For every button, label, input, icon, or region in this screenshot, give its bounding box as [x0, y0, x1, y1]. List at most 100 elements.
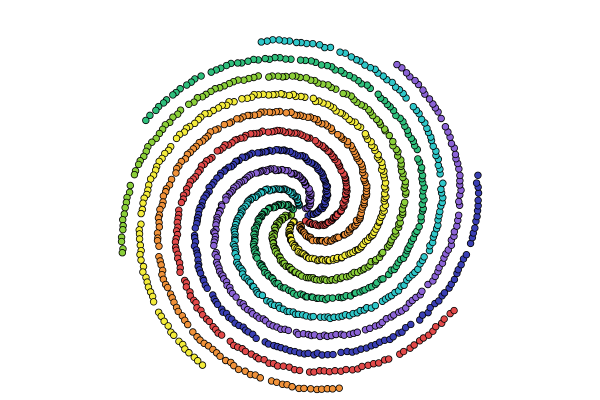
data-point-arm-8	[451, 150, 460, 159]
data-point-arm-8	[393, 60, 401, 69]
data-point-arm-3	[155, 223, 164, 231]
data-point-arm-7	[309, 39, 317, 48]
data-point-arm-6	[414, 155, 422, 163]
data-point-arm-7	[275, 36, 283, 44]
data-point-arm-7	[409, 102, 418, 111]
data-point-arm-6	[261, 54, 269, 63]
data-point-arm-2	[279, 362, 288, 370]
data-point-arm-6	[183, 81, 191, 89]
data-point-arm-3	[300, 384, 308, 393]
data-point-arm-6	[233, 59, 242, 67]
data-point-arm-3	[163, 283, 172, 292]
data-point-arm-3	[256, 374, 264, 382]
data-point-arm-6	[296, 56, 305, 64]
data-point-arm-5	[130, 170, 139, 179]
data-point-arm-1	[474, 196, 482, 205]
data-point-arm-6	[374, 90, 382, 98]
data-point-arm-4	[149, 298, 158, 306]
data-point-arm-2	[295, 366, 304, 375]
data-point-arm-7	[437, 185, 445, 193]
data-point-arm-7	[434, 161, 443, 169]
data-point-arm-7	[292, 38, 301, 47]
data-point-arm-7	[258, 291, 267, 300]
data-point-arm-8	[447, 139, 456, 148]
data-point-arm-8	[353, 328, 362, 336]
data-point-arm-4	[135, 235, 144, 243]
data-point-arm-8	[222, 196, 230, 204]
data-point-arm-1	[474, 171, 482, 179]
data-point-arm-5	[117, 237, 126, 246]
data-point-arm-4	[137, 256, 145, 264]
data-point-arm-5	[121, 204, 129, 212]
data-point-arm-2	[176, 268, 184, 276]
data-point-arm-2	[432, 322, 440, 331]
data-point-arm-5	[401, 198, 409, 206]
data-point-arm-4	[164, 322, 172, 330]
data-point-arm-6	[197, 72, 205, 80]
data-point-arm-3	[233, 115, 241, 123]
data-point-arm-2	[385, 355, 393, 363]
data-point-arm-8	[402, 69, 411, 77]
data-point-arm-7	[371, 301, 380, 310]
data-point-arm-8	[411, 76, 419, 85]
data-point-arm-8	[418, 287, 426, 295]
data-point-arm-1	[191, 224, 199, 232]
data-point-arm-5	[126, 181, 134, 190]
data-point-arm-7	[315, 41, 324, 49]
data-point-arm-2	[217, 331, 226, 339]
data-point-arm-2	[213, 147, 222, 155]
data-point-arm-3	[282, 109, 290, 117]
data-point-arm-3	[241, 367, 249, 375]
data-point-arm-2	[358, 362, 366, 371]
data-point-arm-6	[415, 223, 423, 231]
data-point-arm-3	[335, 384, 343, 392]
data-point-arm-3	[334, 130, 342, 139]
data-point-arm-7	[420, 253, 428, 261]
data-point-arm-8	[437, 114, 445, 123]
data-point-arm-1	[472, 179, 481, 187]
data-point-arm-7	[347, 53, 355, 61]
data-point-arm-1	[462, 251, 471, 259]
data-point-arm-5	[302, 74, 310, 82]
data-point-arm-1	[426, 303, 434, 312]
data-point-arm-5	[389, 137, 397, 146]
data-point-arm-5	[265, 73, 273, 81]
data-point-arm-2	[410, 341, 418, 349]
data-point-arm-8	[284, 326, 293, 335]
data-point-arm-1	[435, 297, 443, 305]
data-point-arm-8	[455, 197, 463, 206]
data-point-arm-3	[288, 383, 296, 391]
data-point-arm-5	[119, 225, 127, 234]
data-point-arm-7	[361, 61, 369, 69]
data-point-arm-1	[252, 334, 260, 343]
data-point-arm-3	[155, 242, 163, 250]
data-point-arm-3	[307, 385, 315, 393]
data-point-arm-7	[309, 312, 318, 321]
data-point-arm-1	[471, 224, 479, 232]
data-point-arm-8	[456, 171, 464, 180]
data-point-arm-4	[172, 134, 181, 143]
data-point-arm-3	[230, 361, 238, 370]
data-point-arm-4	[170, 331, 178, 339]
data-point-arm-8	[210, 241, 218, 250]
data-point-arm-5	[185, 100, 193, 108]
data-point-arm-2	[399, 347, 408, 356]
data-point-arm-8	[441, 123, 450, 131]
data-point-arm-3	[183, 320, 192, 329]
data-point-arm-2	[182, 283, 191, 291]
data-point-arm-7	[336, 48, 344, 56]
data-point-arm-6	[169, 91, 177, 99]
data-point-arm-4	[193, 357, 202, 365]
data-point-arm-1	[440, 289, 449, 297]
points-layer	[117, 36, 483, 394]
data-point-arm-5	[385, 131, 394, 140]
data-point-arm-2	[375, 359, 383, 367]
data-point-arm-3	[220, 120, 228, 129]
data-point-arm-2	[205, 317, 214, 326]
data-point-arm-3	[234, 365, 243, 374]
data-point-arm-2	[440, 315, 448, 323]
data-point-arm-6	[152, 106, 160, 115]
data-point-arm-5	[288, 72, 297, 80]
